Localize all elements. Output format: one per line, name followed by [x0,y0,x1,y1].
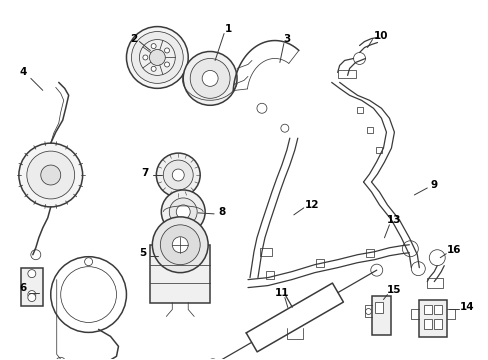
Circle shape [152,217,208,273]
Circle shape [160,225,200,265]
Circle shape [161,190,205,234]
Circle shape [151,44,156,49]
Text: 2: 2 [129,33,137,44]
Bar [375,302,383,314]
Bar [433,305,441,315]
Circle shape [206,359,218,360]
Circle shape [131,32,183,84]
Circle shape [163,160,193,190]
Circle shape [172,169,184,181]
Bar [356,107,362,113]
Circle shape [164,62,169,67]
Text: 5: 5 [139,248,146,258]
Circle shape [139,40,175,75]
Bar [433,319,441,329]
Circle shape [370,264,382,276]
Text: 13: 13 [386,215,401,225]
Bar [260,248,271,256]
Circle shape [190,58,229,98]
Bar [427,278,442,288]
Circle shape [28,291,36,298]
Circle shape [19,143,82,207]
Circle shape [256,103,266,113]
Bar [365,249,373,257]
Text: 12: 12 [304,200,318,210]
Circle shape [183,51,237,105]
Circle shape [176,205,190,219]
Circle shape [149,50,165,66]
Bar [366,127,372,133]
Bar [376,147,382,153]
Circle shape [172,237,188,253]
Circle shape [280,124,288,132]
Circle shape [28,293,36,302]
Text: 15: 15 [386,284,401,294]
Circle shape [28,270,36,278]
Text: 6: 6 [19,283,26,293]
Circle shape [164,48,169,53]
Text: 16: 16 [446,245,461,255]
Circle shape [353,53,365,64]
Text: 11: 11 [274,288,288,298]
Bar [424,305,431,315]
Bar [371,296,390,336]
Circle shape [402,241,417,257]
Circle shape [202,71,218,86]
Circle shape [169,198,197,226]
Text: 10: 10 [373,31,388,41]
Text: 1: 1 [224,24,231,33]
Circle shape [410,262,425,276]
Text: 3: 3 [283,33,290,44]
Bar [265,271,273,279]
Text: 8: 8 [218,207,225,217]
Circle shape [27,151,75,199]
Bar [419,300,447,337]
Circle shape [84,258,92,266]
Circle shape [31,250,41,260]
Text: 9: 9 [430,180,437,190]
Circle shape [428,250,444,266]
Circle shape [365,309,371,315]
Circle shape [126,27,188,88]
Text: 7: 7 [142,168,149,178]
Circle shape [56,357,65,360]
Bar [315,259,323,267]
Text: 4: 4 [19,67,26,77]
Circle shape [156,153,200,197]
Bar [21,268,42,306]
Bar [424,319,431,329]
Circle shape [142,55,147,60]
Text: 14: 14 [459,302,473,311]
Bar [337,71,355,78]
Circle shape [151,66,156,71]
Circle shape [41,165,61,185]
Bar [150,245,210,302]
